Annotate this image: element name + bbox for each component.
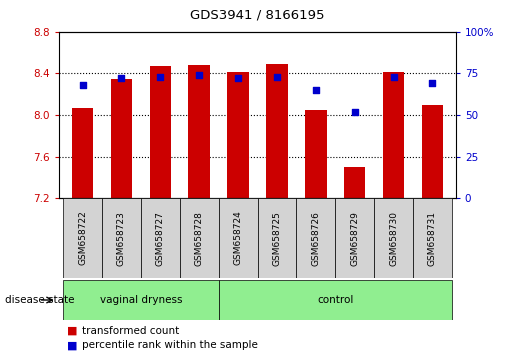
Text: disease state: disease state [5, 295, 75, 305]
Bar [141, 198, 180, 278]
Point [117, 76, 126, 81]
Text: GSM658723: GSM658723 [117, 211, 126, 266]
Point [351, 109, 359, 115]
Bar [344, 167, 365, 198]
Text: GSM658724: GSM658724 [234, 211, 243, 266]
Bar [335, 198, 374, 278]
Bar [102, 198, 141, 278]
Text: ■: ■ [67, 326, 77, 336]
Bar [111, 79, 132, 198]
Bar [374, 198, 413, 278]
Text: GSM658722: GSM658722 [78, 211, 87, 266]
Text: GSM658727: GSM658727 [156, 211, 165, 266]
Bar [180, 198, 219, 278]
Bar [296, 198, 335, 278]
Bar [266, 64, 288, 198]
Bar [72, 108, 93, 198]
Bar [383, 73, 404, 198]
Point [234, 76, 242, 81]
Text: GSM658731: GSM658731 [428, 211, 437, 266]
Text: transformed count: transformed count [82, 326, 180, 336]
Text: vaginal dryness: vaginal dryness [99, 295, 182, 305]
Text: percentile rank within the sample: percentile rank within the sample [82, 340, 259, 350]
Bar [150, 66, 171, 198]
Point [312, 87, 320, 93]
Bar [219, 280, 452, 320]
Bar [63, 280, 219, 320]
Text: GDS3941 / 8166195: GDS3941 / 8166195 [190, 9, 325, 22]
Bar [413, 198, 452, 278]
Text: GSM658729: GSM658729 [350, 211, 359, 266]
Bar [258, 198, 296, 278]
Bar [219, 198, 258, 278]
Bar [422, 105, 443, 198]
Point [273, 74, 281, 80]
Point [428, 81, 437, 86]
Point [195, 72, 203, 78]
Bar [188, 65, 210, 198]
Point [78, 82, 87, 88]
Bar [305, 110, 327, 198]
Point [389, 74, 398, 80]
Bar [63, 198, 102, 278]
Bar [227, 73, 249, 198]
Text: ■: ■ [67, 340, 77, 350]
Text: GSM658726: GSM658726 [311, 211, 320, 266]
Text: control: control [317, 295, 353, 305]
Text: GSM658725: GSM658725 [272, 211, 281, 266]
Text: GSM658730: GSM658730 [389, 211, 398, 266]
Text: GSM658728: GSM658728 [195, 211, 204, 266]
Point [156, 74, 164, 80]
